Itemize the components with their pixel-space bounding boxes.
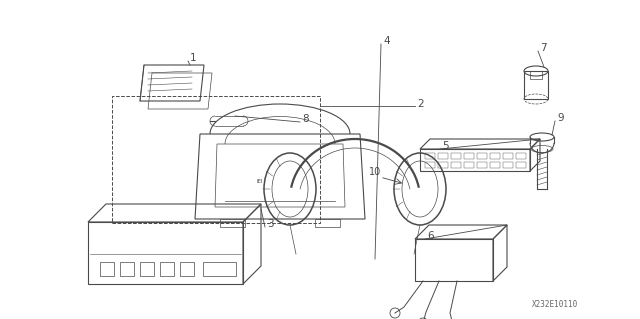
Text: 9: 9 xyxy=(557,113,564,123)
Text: 3: 3 xyxy=(267,219,274,229)
Text: X232E10110: X232E10110 xyxy=(532,300,578,309)
Text: 8: 8 xyxy=(302,114,308,124)
Text: 7: 7 xyxy=(540,43,547,53)
Text: 1: 1 xyxy=(190,53,196,63)
Text: 10: 10 xyxy=(369,167,381,177)
Text: 4: 4 xyxy=(383,36,390,46)
Text: 5: 5 xyxy=(442,141,449,151)
Text: IEI: IEI xyxy=(257,179,263,184)
Text: 2: 2 xyxy=(417,99,424,109)
Text: 6: 6 xyxy=(427,231,434,241)
